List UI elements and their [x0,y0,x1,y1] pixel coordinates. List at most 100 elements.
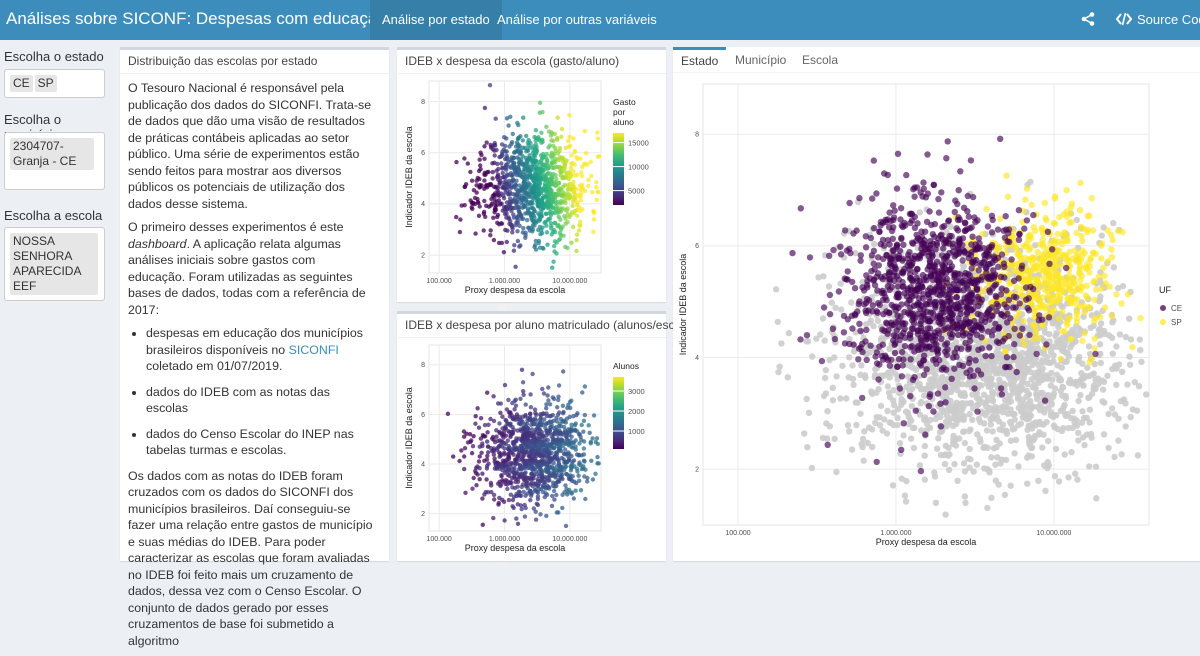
data-point [575,452,579,456]
data-point-sp [1055,231,1061,237]
data-point-outros [1059,364,1065,370]
data-point-sp [1054,263,1060,269]
estado-chip-ce[interactable]: CE [10,75,33,92]
data-point [477,459,481,463]
tab-escola[interactable]: Escola [794,47,846,73]
data-point-ce [921,372,927,378]
data-point [549,177,553,181]
data-point-ce [871,157,877,163]
municipio-select[interactable]: 2304707-Granja - CE [4,132,105,190]
data-point [531,473,535,477]
data-point [499,221,503,225]
data-point-ce [985,328,991,334]
data-point-outros [1095,381,1101,387]
data-point [563,245,567,249]
source-code-link[interactable]: Source Code [1137,12,1200,27]
data-point-outros [1072,471,1078,477]
data-point-outros [1034,392,1040,398]
data-point-outros [776,364,782,370]
data-point [498,201,502,205]
data-point [499,155,503,159]
data-point [504,205,508,209]
data-point-sp [1053,299,1059,305]
data-point-sp [1099,240,1105,246]
data-point [517,147,521,151]
escola-select[interactable]: NOSSA SENHORA APARECIDA EEF [4,227,105,301]
data-point-outros [999,457,1005,463]
municipio-chip[interactable]: 2304707-Granja - CE [10,138,94,170]
data-point [582,459,586,463]
data-point-outros [1043,359,1049,365]
data-point-outros [853,399,859,405]
data-point [574,238,578,242]
escola-chip[interactable]: NOSSA SENHORA APARECIDA EEF [10,233,98,295]
data-point-sp [1034,249,1040,255]
data-point [589,160,593,164]
legend-title: aluno [613,117,634,127]
data-point [525,218,529,222]
data-point-ce [868,268,874,274]
tab-municipio[interactable]: Município [727,47,794,73]
data-point [494,208,498,212]
data-point [558,421,562,425]
data-point [586,184,590,188]
data-point [591,477,595,481]
data-point-sp [1052,220,1058,226]
data-point-ce [922,431,928,437]
nav-tab-analise-estado[interactable]: Análise por estado [370,0,502,40]
data-point [488,83,492,87]
data-point [579,463,583,467]
data-point-sp [1014,284,1020,290]
data-point-outros [846,428,852,434]
data-point [525,476,529,480]
data-point [473,196,477,200]
data-point-sp [1090,227,1096,233]
data-point-outros [1080,382,1086,388]
siconfi-link[interactable]: SICONFI [289,343,339,357]
data-point [585,162,589,166]
data-point [546,166,550,170]
data-point [526,159,530,163]
data-point [553,165,557,169]
data-point-ce [890,236,896,242]
data-point-sp [1072,281,1078,287]
data-point-sp [1033,330,1039,336]
data-point-outros [1084,415,1090,421]
data-point-outros [902,492,908,498]
legend-colorbar [613,133,624,205]
data-point-sp [1056,214,1062,220]
data-point-outros [890,482,896,488]
data-point [528,451,532,455]
data-point [521,138,525,142]
tab-estado[interactable]: Estado [673,47,726,73]
code-icon[interactable] [1116,12,1132,26]
data-point-outros [993,477,999,483]
data-point [501,459,505,463]
data-point [529,482,533,486]
data-point [578,220,582,224]
data-point [553,160,557,164]
data-point [505,116,509,120]
data-point [574,249,578,253]
data-point [553,146,557,150]
data-point-sp [1058,276,1064,282]
data-point-outros [1115,437,1121,443]
data-point [536,503,540,507]
share-icon[interactable] [1081,12,1095,26]
data-point [470,451,474,455]
data-point [557,165,561,169]
data-point-ce [1011,341,1017,347]
nav-tab-analise-outras[interactable]: Análise por outras variáveis [485,0,669,40]
data-point [463,185,467,189]
data-point-sp [1055,238,1061,244]
data-point-ce [897,216,903,222]
data-point-outros [1099,398,1105,404]
data-point [552,249,556,253]
data-point [557,479,561,483]
data-point-outros [1070,408,1076,414]
estado-chip-sp[interactable]: SP [35,75,57,92]
data-point [500,415,504,419]
y-tick-label: 2 [421,511,425,518]
data-point [539,161,543,165]
